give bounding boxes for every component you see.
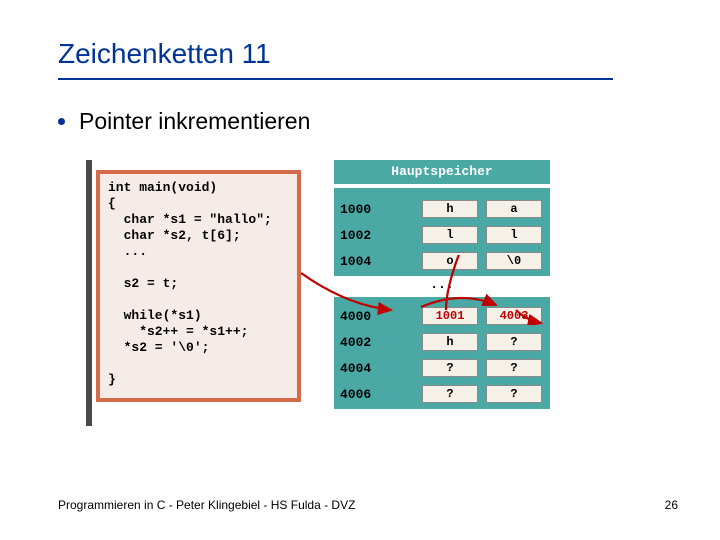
memory-header: Hauptspeicher <box>334 160 550 184</box>
memory-cell: h <box>422 200 478 218</box>
bullet-row: Pointer inkrementieren <box>58 108 310 135</box>
code-line: char *s1 = "hallo"; <box>108 212 272 227</box>
page-number: 26 <box>665 498 678 512</box>
code-line: while(*s1) <box>108 308 202 323</box>
memory-cell: h <box>422 333 478 351</box>
memory-cell: ? <box>486 333 542 351</box>
memory-block-bottom: 4000 1001 4003 4002 h ? 4004 ? ? 4006 ? … <box>334 297 550 409</box>
bullet-icon <box>58 118 65 125</box>
memory-dots: ... <box>334 277 550 292</box>
memory-cell: ? <box>486 385 542 403</box>
memory-cell: \0 <box>486 252 542 270</box>
memory-row: 1002 l l <box>334 224 550 246</box>
footer-text: Programmieren in C - Peter Klingebiel - … <box>58 498 355 512</box>
memory-cell: l <box>486 226 542 244</box>
code-line: char *s2, t[6]; <box>108 228 241 243</box>
memory-addr: 4002 <box>340 335 371 350</box>
memory-addr: 4006 <box>340 387 371 402</box>
memory-cell: ? <box>422 359 478 377</box>
memory-addr: 4000 <box>340 309 371 324</box>
memory-row: 4002 h ? <box>334 331 550 353</box>
diagram: int main(void) { char *s1 = "hallo"; cha… <box>86 160 546 430</box>
left-bar <box>86 160 92 426</box>
memory-cell: 1001 <box>422 307 478 325</box>
slide-title: Zeichenketten 11 <box>58 38 271 70</box>
slide: Zeichenketten 11 Pointer inkrementieren … <box>0 0 720 540</box>
bullet-text: Pointer inkrementieren <box>79 108 310 135</box>
code-block: int main(void) { char *s1 = "hallo"; cha… <box>96 170 301 402</box>
code-line: { <box>108 196 116 211</box>
memory-row: 4006 ? ? <box>334 383 550 405</box>
memory-row: 1004 o \0 <box>334 250 550 272</box>
code-line: int main(void) <box>108 180 217 195</box>
memory-addr: 1002 <box>340 228 371 243</box>
memory-row: 4000 1001 4003 <box>334 305 550 327</box>
memory-addr: 1004 <box>340 254 371 269</box>
memory-cell: o <box>422 252 478 270</box>
memory-cell: 4003 <box>486 307 542 325</box>
memory-addr: 4004 <box>340 361 371 376</box>
memory-block-top: 1000 h a 1002 l l 1004 o \0 <box>334 188 550 276</box>
memory-cell: l <box>422 226 478 244</box>
code-line: ... <box>108 244 147 259</box>
memory-cell: ? <box>422 385 478 403</box>
title-underline <box>58 78 613 80</box>
memory-cell: ? <box>486 359 542 377</box>
memory-row: 4004 ? ? <box>334 357 550 379</box>
code-line: s2 = t; <box>108 276 178 291</box>
memory-row: 1000 h a <box>334 198 550 220</box>
code-line: *s2 = '\0'; <box>108 340 209 355</box>
memory-cell: a <box>486 200 542 218</box>
code-line: } <box>108 372 116 387</box>
code-line: *s2++ = *s1++; <box>108 324 248 339</box>
memory-addr: 1000 <box>340 202 371 217</box>
